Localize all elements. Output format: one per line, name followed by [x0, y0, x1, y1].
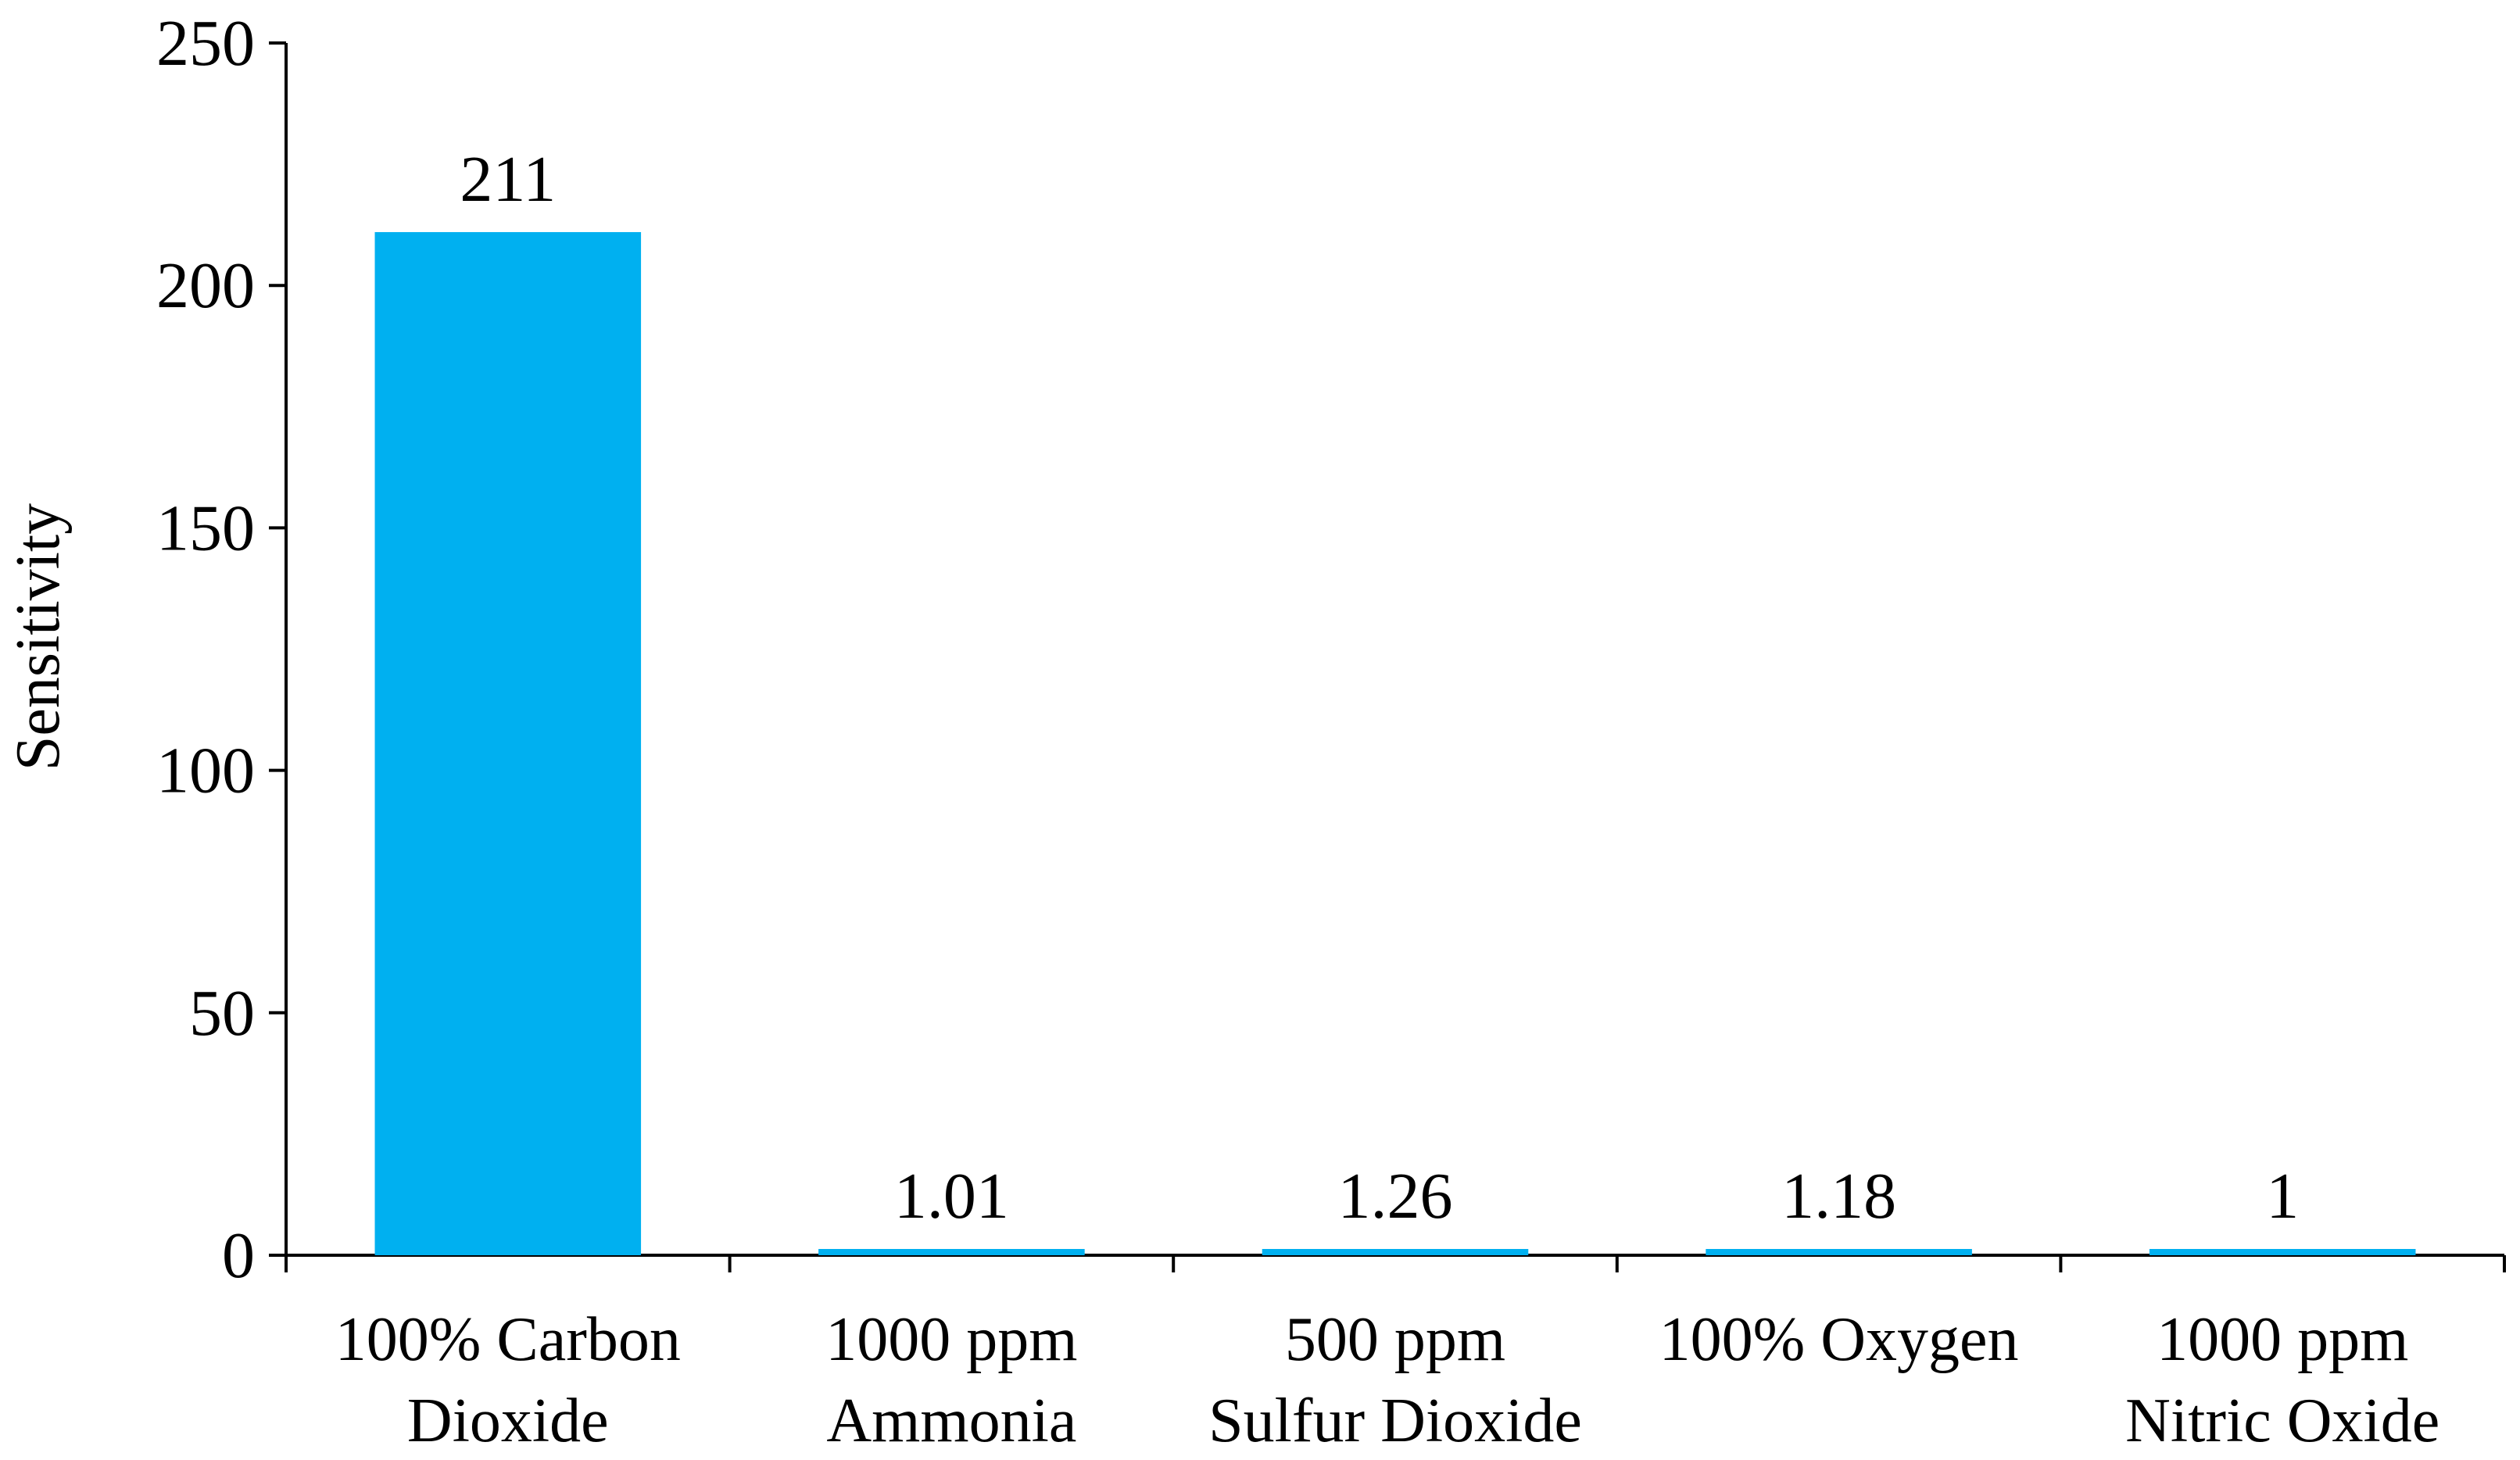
x-category-label: 500 ppm — [1285, 1305, 1505, 1374]
bar — [1706, 1249, 1972, 1255]
x-category-label: 100% Oxygen — [1659, 1305, 2019, 1374]
data-label: 211 — [460, 143, 556, 216]
x-category-label: 1000 ppm — [2157, 1305, 2408, 1374]
data-labels: 211 1.01 1.26 1.18 1 — [460, 143, 2299, 1233]
y-tick-label: 0 — [222, 1219, 255, 1292]
bar — [374, 231, 642, 1255]
y-tick-label: 100 — [156, 735, 255, 807]
bar — [2149, 1249, 2416, 1255]
y-axis: 0 50 100 150 200 250 — [156, 7, 288, 1292]
y-axis-title: Sensitivity — [4, 503, 73, 771]
y-tick-label: 150 — [156, 492, 255, 564]
data-label: 1 — [2266, 1160, 2299, 1233]
data-label: 1.01 — [894, 1160, 1009, 1233]
x-category-label: Ammonia — [826, 1387, 1076, 1455]
category-labels: 100% Carbon Dioxide 1000 ppm Ammonia 500 ppm… — [335, 1305, 2440, 1455]
y-tick-label: 200 — [156, 249, 255, 322]
bar — [1262, 1249, 1529, 1255]
data-label: 1.26 — [1338, 1160, 1453, 1233]
y-tick-label: 250 — [156, 7, 255, 80]
bars — [374, 231, 2416, 1255]
x-category-label: Sulfur Dioxide — [1208, 1387, 1582, 1455]
x-category-label: Dioxide — [407, 1387, 609, 1455]
data-label: 1.18 — [1781, 1160, 1896, 1233]
y-tick-label: 50 — [189, 977, 255, 1050]
x-axis — [285, 1254, 2506, 1272]
bar — [818, 1249, 1085, 1255]
x-category-label: Nitric Oxide — [2125, 1387, 2439, 1455]
x-category-label: 1000 ppm — [825, 1305, 1077, 1374]
x-category-label: 100% Carbon — [335, 1305, 681, 1374]
